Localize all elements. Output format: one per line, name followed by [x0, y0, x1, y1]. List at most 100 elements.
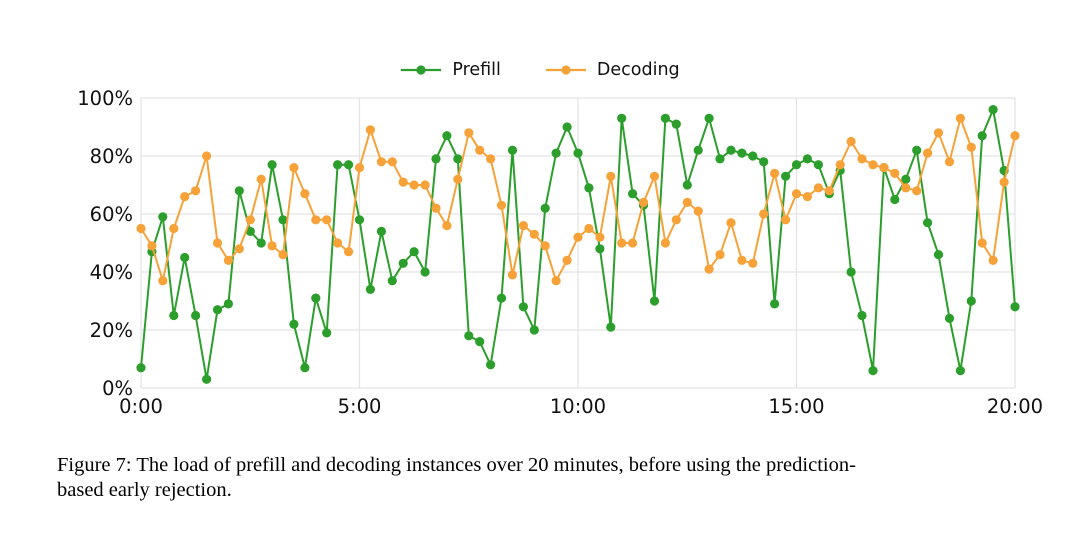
data-point-prefill [562, 122, 572, 132]
data-point-decoding [671, 215, 681, 225]
data-point-decoding [136, 223, 146, 234]
data-point-prefill [868, 366, 878, 376]
x-axis-tick-label: 0:00 [119, 395, 163, 418]
data-point-prefill [660, 113, 671, 123]
data-point-decoding [431, 203, 441, 213]
data-point-decoding [923, 148, 933, 158]
data-point-prefill [682, 180, 692, 190]
data-point-prefill [442, 131, 452, 141]
data-point-decoding [496, 200, 507, 210]
data-point-decoding [901, 183, 911, 193]
load-chart: 0% 20% 40% 60% 80% 100% 0:00 5:00 10:00 15:00 20:0… [77, 87, 1043, 418]
data-point-decoding [748, 258, 758, 268]
data-point-prefill [136, 363, 146, 373]
data-point-prefill [278, 215, 288, 225]
data-point-prefill [1010, 302, 1020, 312]
data-point-decoding [387, 157, 397, 167]
data-point-prefill [529, 325, 539, 335]
data-point-decoding [595, 232, 605, 242]
data-point-decoding [169, 223, 179, 234]
data-point-prefill [180, 252, 190, 263]
data-point-decoding [540, 241, 550, 251]
data-point-decoding [518, 221, 529, 231]
data-point-decoding [223, 255, 233, 265]
data-point-decoding [781, 215, 791, 225]
data-point-decoding [1010, 131, 1020, 141]
data-point-prefill [912, 145, 922, 155]
data-point-prefill [649, 296, 660, 306]
data-point-decoding [890, 168, 900, 178]
data-point-prefill [333, 160, 343, 170]
data-point-decoding [354, 163, 365, 173]
data-point-decoding [180, 192, 190, 202]
data-point-decoding [813, 183, 824, 193]
data-point-prefill [573, 148, 583, 158]
data-point-decoding [409, 180, 419, 190]
data-point-prefill [322, 328, 332, 338]
data-point-prefill [791, 160, 802, 170]
data-point-decoding [999, 177, 1009, 187]
data-point-prefill [693, 145, 703, 155]
data-point-decoding [868, 160, 878, 170]
data-point-decoding [158, 276, 168, 286]
data-point-decoding [529, 229, 539, 239]
data-point-prefill [944, 313, 955, 323]
data-point-decoding [278, 250, 288, 260]
y-axis-tick-label: 80% [90, 145, 133, 168]
data-point-prefill [781, 171, 791, 181]
data-point-decoding [322, 215, 332, 225]
data-point-prefill [158, 212, 168, 222]
data-point-prefill [518, 302, 529, 312]
data-point-decoding [617, 238, 627, 248]
data-point-decoding [824, 186, 834, 196]
data-point-prefill [431, 154, 441, 164]
data-point-prefill [475, 337, 485, 347]
data-point-decoding [289, 163, 299, 173]
data-point-decoding [344, 247, 354, 257]
data-point-decoding [475, 145, 485, 155]
data-point-prefill [202, 374, 212, 384]
data-point-decoding [442, 221, 452, 231]
figure-caption-line-1: Figure 7: The load of prefill and decodi… [57, 454, 856, 476]
data-point-prefill [354, 215, 365, 225]
data-point-prefill [311, 293, 321, 303]
data-point-decoding [376, 157, 386, 167]
data-point-decoding [256, 174, 266, 184]
data-point-decoding [966, 142, 976, 152]
data-point-decoding [212, 238, 223, 248]
data-point-decoding [562, 255, 572, 265]
data-point-prefill [365, 284, 375, 294]
data-point-decoding [486, 154, 496, 164]
data-point-decoding [202, 151, 212, 161]
data-point-decoding [573, 232, 583, 242]
data-point-prefill [223, 299, 233, 309]
data-point-prefill [245, 226, 255, 236]
data-point-decoding [584, 223, 594, 234]
data-point-decoding [300, 189, 310, 199]
data-point-decoding [333, 238, 343, 248]
data-point-prefill [234, 186, 244, 196]
data-point-prefill [540, 203, 550, 213]
data-point-prefill [387, 276, 397, 286]
data-point-decoding [682, 197, 692, 207]
data-point-prefill [453, 154, 463, 164]
data-point-prefill [256, 238, 266, 248]
data-point-decoding [147, 241, 157, 251]
data-point-prefill [933, 250, 944, 260]
data-point-decoding [365, 125, 375, 135]
data-point-decoding [693, 206, 703, 216]
data-point-decoding [770, 168, 780, 178]
data-point-decoding [464, 128, 474, 138]
data-point-decoding [245, 215, 255, 225]
data-point-decoding [933, 128, 944, 138]
y-axis-tick-label: 100% [77, 87, 133, 110]
data-point-decoding [715, 250, 725, 260]
data-point-decoding [857, 154, 867, 164]
data-point-prefill [671, 119, 681, 129]
data-point-prefill [464, 331, 474, 341]
data-point-prefill [704, 113, 714, 123]
data-point-decoding [551, 276, 561, 286]
data-point-decoding [791, 189, 802, 199]
data-point-decoding [453, 174, 463, 184]
